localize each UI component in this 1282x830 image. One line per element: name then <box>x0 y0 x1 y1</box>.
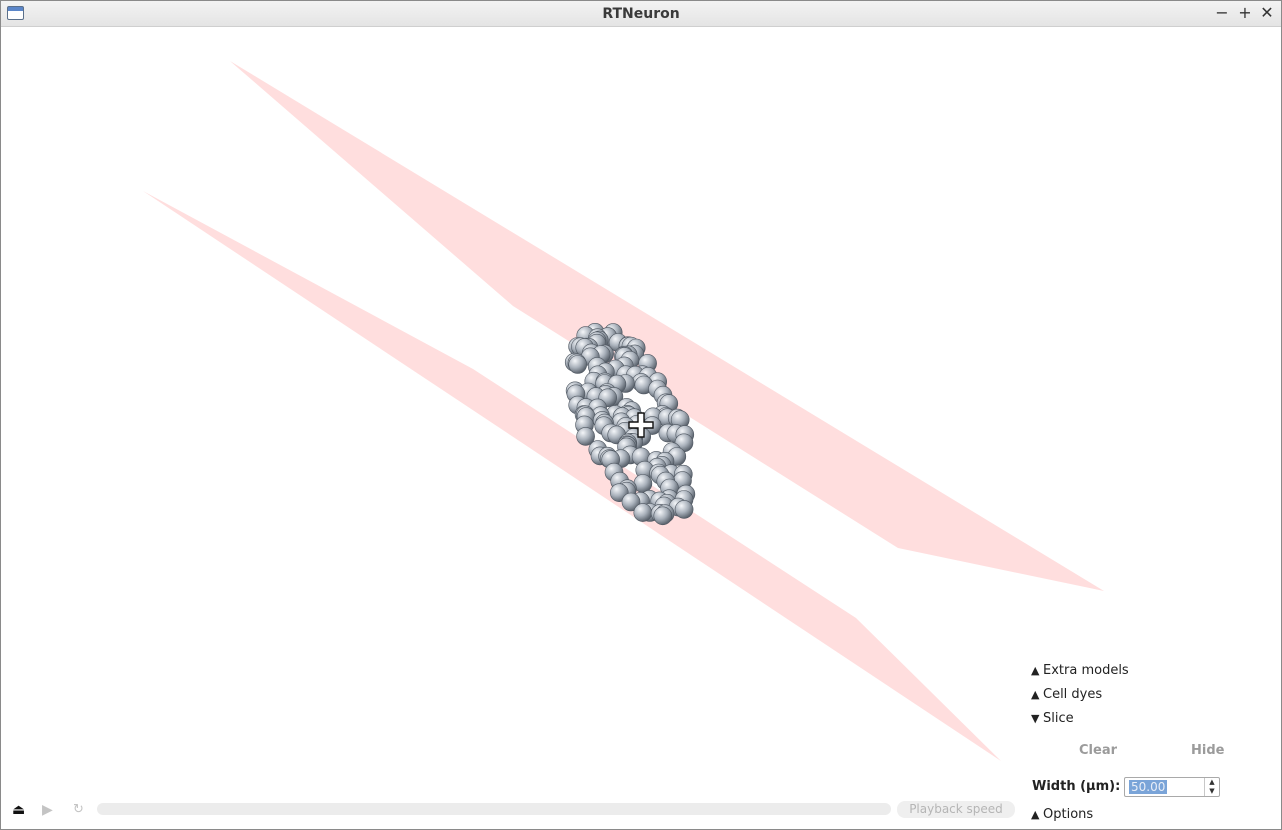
scene-canvas[interactable] <box>1 27 1281 829</box>
spin-arrows[interactable]: ▲ ▼ <box>1204 778 1219 796</box>
app-window-icon[interactable] <box>7 6 24 20</box>
width-input[interactable]: 50.00 <box>1129 780 1168 794</box>
slice-label: Slice <box>1043 711 1074 726</box>
maximize-button[interactable]: + <box>1238 3 1252 22</box>
neuron-soma-cluster <box>564 322 696 526</box>
expand-arrow-icon: ▲ <box>1031 664 1040 677</box>
close-button[interactable]: ✕ <box>1260 3 1274 22</box>
neuron-soma <box>568 355 588 374</box>
move-cursor-icon <box>628 412 654 438</box>
minimize-button[interactable]: − <box>1215 3 1229 22</box>
neuron-soma <box>621 492 641 512</box>
clear-button[interactable]: Clear <box>1079 743 1117 758</box>
playback-speed-slider[interactable]: Playback speed <box>897 801 1015 818</box>
neuron-soma <box>576 427 595 446</box>
cell-dyes-toggle[interactable]: ▲ Cell dyes <box>1031 687 1102 702</box>
eject-icon[interactable]: ⏏ <box>12 802 26 818</box>
window-title: RTNeuron <box>602 6 680 22</box>
loop-icon[interactable]: ↻ <box>73 802 84 817</box>
slice-plane-lower <box>143 191 1001 761</box>
collapse-arrow-icon: ▼ <box>1031 712 1040 725</box>
width-spinbox[interactable]: 50.00 ▲ ▼ <box>1124 777 1220 797</box>
playback-progress-bar[interactable] <box>97 803 891 815</box>
title-bar[interactable]: RTNeuron − + ✕ <box>1 1 1281 27</box>
extra-models-toggle[interactable]: ▲ Extra models <box>1031 663 1129 678</box>
3d-viewport[interactable] <box>1 27 1281 829</box>
options-label: Options <box>1043 807 1094 822</box>
play-icon[interactable]: ▶ <box>42 802 53 818</box>
neuron-soma <box>674 500 694 519</box>
spin-up-icon[interactable]: ▲ <box>1209 778 1215 786</box>
hide-button[interactable]: Hide <box>1191 743 1225 758</box>
extra-models-label: Extra models <box>1043 663 1129 678</box>
width-label: Width (µm): <box>1032 779 1121 794</box>
options-toggle[interactable]: ▲ Options <box>1031 807 1093 822</box>
neuron-soma <box>633 503 653 522</box>
neuron-soma <box>653 506 673 526</box>
expand-arrow-icon: ▲ <box>1031 688 1040 701</box>
spin-down-icon[interactable]: ▼ <box>1209 787 1215 795</box>
expand-arrow-icon: ▲ <box>1031 808 1040 821</box>
cell-dyes-label: Cell dyes <box>1043 687 1103 702</box>
slice-toggle[interactable]: ▼ Slice <box>1031 711 1074 726</box>
slice-plane-upper <box>230 61 1104 591</box>
